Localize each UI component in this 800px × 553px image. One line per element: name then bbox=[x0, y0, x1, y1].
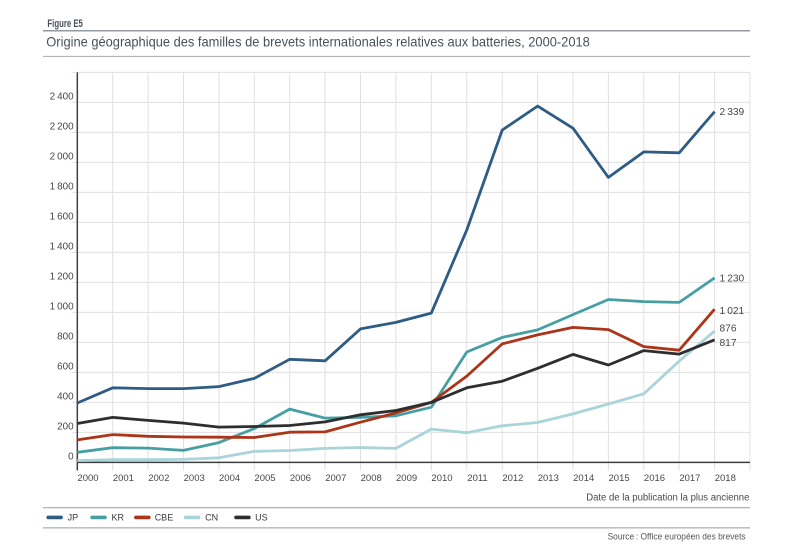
svg-text:2008: 2008 bbox=[361, 473, 382, 484]
svg-text:2006: 2006 bbox=[290, 473, 311, 484]
svg-text:400: 400 bbox=[57, 391, 74, 402]
svg-text:800: 800 bbox=[57, 331, 74, 342]
svg-text:1 800: 1 800 bbox=[50, 181, 74, 192]
svg-text:200: 200 bbox=[57, 421, 74, 432]
svg-text:KR: KR bbox=[112, 513, 125, 523]
svg-text:600: 600 bbox=[57, 361, 74, 372]
svg-text:1 230: 1 230 bbox=[720, 273, 745, 284]
svg-text:Origine géographique des famil: Origine géographique des familles de bre… bbox=[46, 34, 590, 50]
svg-text:US: US bbox=[255, 513, 268, 523]
svg-text:2013: 2013 bbox=[538, 473, 559, 484]
svg-text:2 200: 2 200 bbox=[50, 121, 74, 132]
svg-text:Date de la publication la plus: Date de la publication la plus ancienne bbox=[586, 493, 750, 504]
svg-text:1 600: 1 600 bbox=[50, 211, 74, 222]
svg-text:817: 817 bbox=[720, 338, 737, 349]
svg-text:CN: CN bbox=[205, 513, 218, 523]
svg-text:1 200: 1 200 bbox=[50, 271, 74, 282]
svg-text:2003: 2003 bbox=[184, 473, 205, 484]
svg-text:1 400: 1 400 bbox=[50, 241, 74, 252]
svg-text:2004: 2004 bbox=[219, 473, 240, 484]
svg-text:1 000: 1 000 bbox=[50, 301, 74, 312]
svg-text:2 400: 2 400 bbox=[50, 91, 74, 102]
svg-text:876: 876 bbox=[720, 324, 737, 335]
svg-text:2002: 2002 bbox=[148, 473, 169, 484]
svg-text:2001: 2001 bbox=[113, 473, 134, 484]
svg-text:2017: 2017 bbox=[679, 473, 700, 484]
svg-text:2009: 2009 bbox=[396, 473, 417, 484]
svg-text:2014: 2014 bbox=[573, 473, 594, 484]
svg-text:2 000: 2 000 bbox=[50, 151, 74, 162]
svg-text:2 339: 2 339 bbox=[720, 107, 745, 118]
svg-text:1 021: 1 021 bbox=[720, 306, 745, 317]
svg-text:2007: 2007 bbox=[325, 473, 346, 484]
svg-text:0: 0 bbox=[68, 451, 74, 462]
svg-text:2011: 2011 bbox=[467, 473, 487, 484]
svg-text:2010: 2010 bbox=[431, 473, 452, 484]
svg-text:JP: JP bbox=[68, 513, 79, 523]
svg-text:CBE: CBE bbox=[155, 513, 174, 523]
svg-text:2012: 2012 bbox=[502, 473, 523, 484]
svg-text:2016: 2016 bbox=[644, 473, 665, 484]
svg-text:2018: 2018 bbox=[715, 473, 736, 484]
svg-text:2000: 2000 bbox=[77, 473, 98, 484]
svg-text:Source : Office européen des b: Source : Office européen des brevets bbox=[608, 531, 746, 541]
svg-text:2005: 2005 bbox=[254, 473, 275, 484]
svg-text:Figure E5: Figure E5 bbox=[47, 18, 83, 30]
svg-text:2015: 2015 bbox=[609, 473, 630, 484]
